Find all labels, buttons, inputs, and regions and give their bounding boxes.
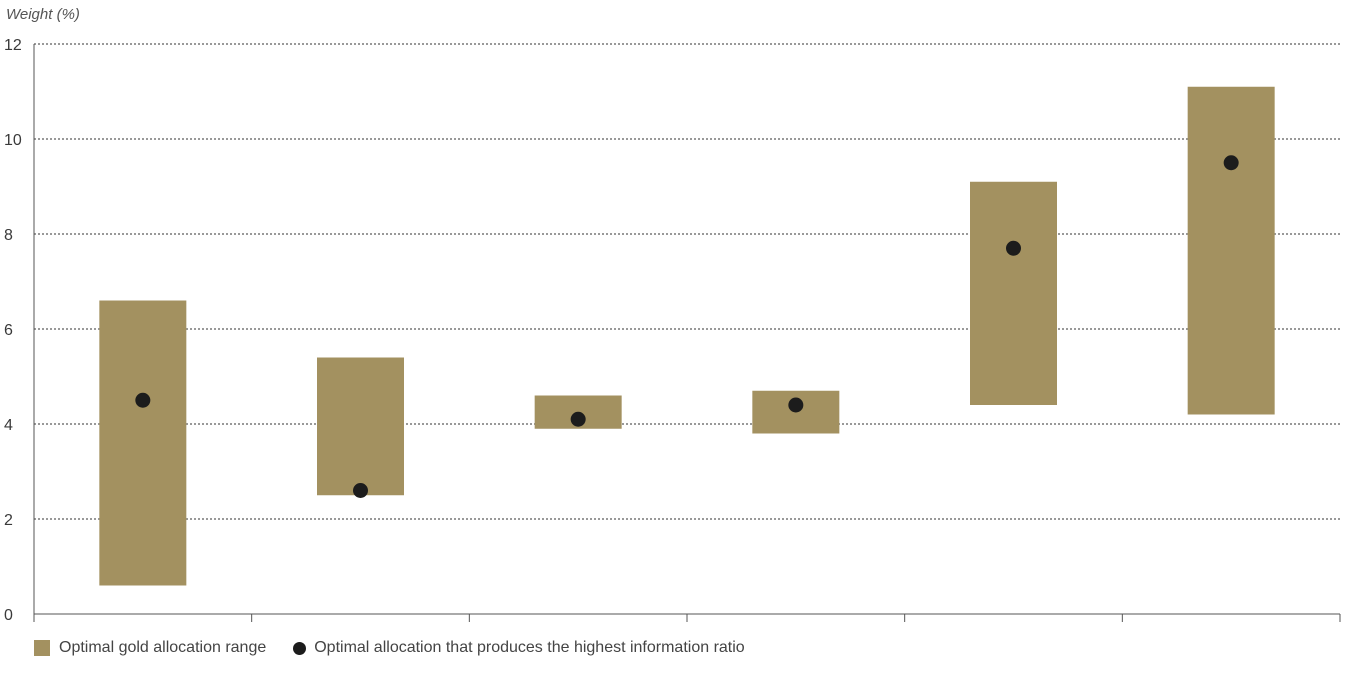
optimal-point — [1223, 155, 1239, 171]
range-bar — [99, 300, 187, 586]
y-tick-label: 12 — [4, 37, 22, 54]
range-bar — [970, 181, 1057, 405]
optimal-point — [570, 411, 586, 427]
y-tick-label: 8 — [4, 227, 13, 244]
y-tick-label: 4 — [4, 417, 13, 434]
legend-range-swatch — [34, 640, 50, 656]
optimal-point — [1006, 240, 1021, 256]
range-bar — [317, 357, 404, 496]
y-tick-label: 6 — [4, 322, 13, 339]
gold-allocation-chart: 024681012Unconstrained*ConservativeModer… — [4, 37, 1341, 624]
optimal-point — [353, 483, 368, 498]
y-tick-label: 2 — [4, 512, 13, 529]
legend-dot-swatch — [293, 641, 307, 655]
optimal-point — [788, 397, 804, 413]
x-axis — [33, 44, 1341, 622]
legend-range-label: Optimal gold allocation range — [59, 639, 267, 656]
tick-labels: 024681012Unconstrained*ConservativeModer… — [4, 37, 22, 624]
y-tick-label: 10 — [4, 132, 22, 149]
range-bar — [1187, 86, 1275, 415]
y-axis-label: Weight (%) — [6, 6, 80, 23]
gridlines — [34, 43, 1340, 520]
optimal-point — [135, 392, 151, 408]
y-tick-label: 0 — [4, 607, 13, 624]
legend: Optimal gold allocation range Optimal al… — [34, 636, 745, 660]
legend-dot-label: Optimal allocation that produces the hig… — [314, 639, 745, 656]
range-bars — [99, 86, 1275, 586]
optimal-dots — [135, 155, 1239, 498]
